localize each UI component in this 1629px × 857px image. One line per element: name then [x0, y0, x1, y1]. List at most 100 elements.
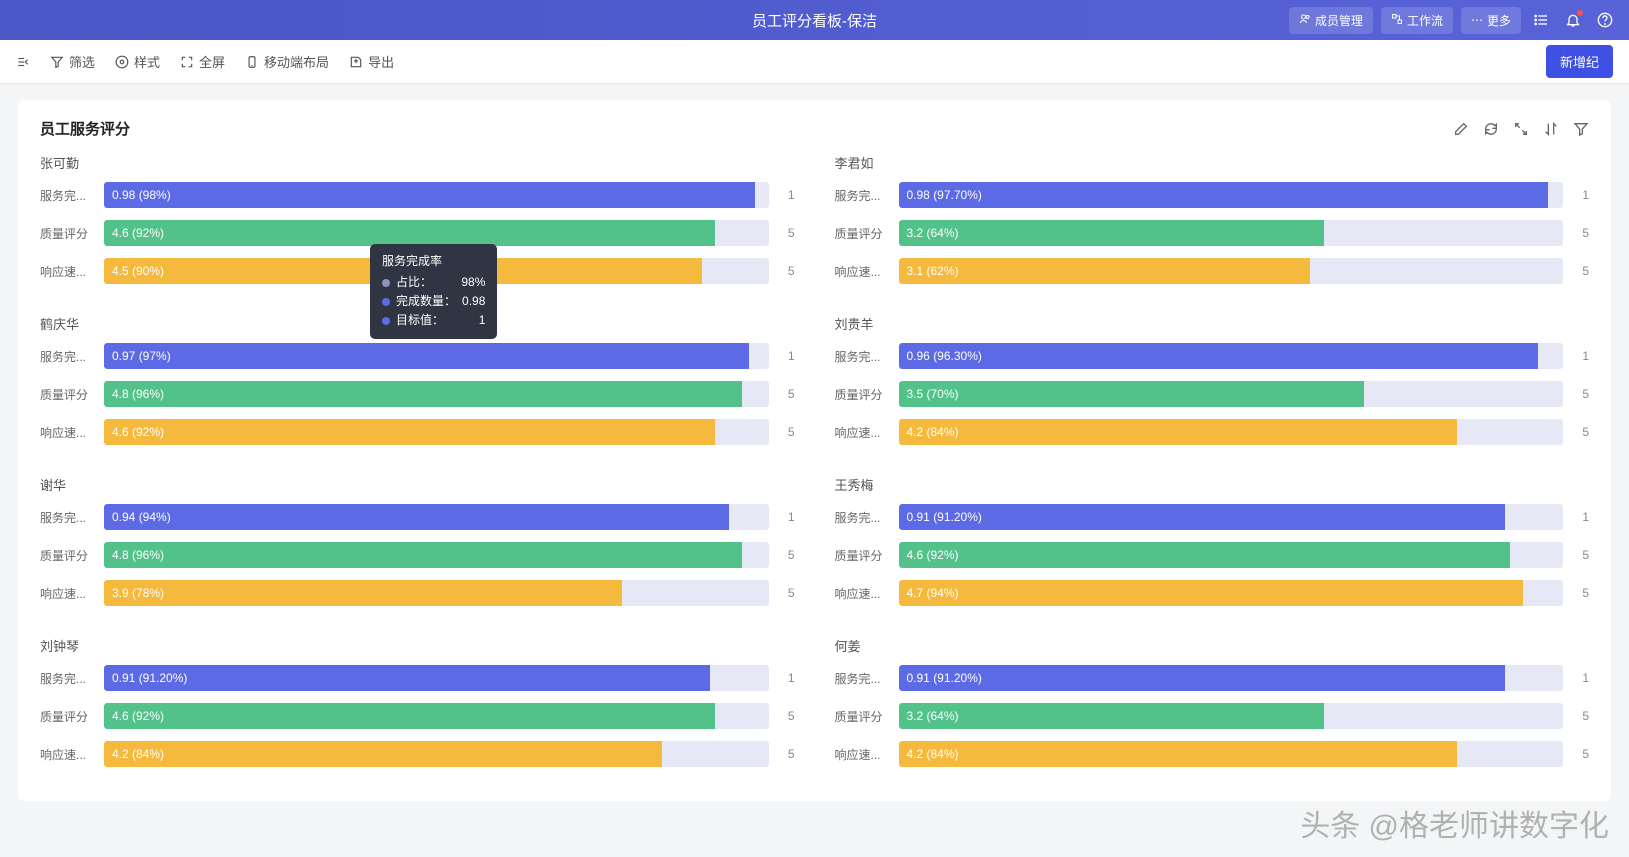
workflow-button[interactable]: 工作流: [1381, 7, 1453, 34]
bar-fill: 0.91 (91.20%): [104, 665, 710, 691]
bar-track[interactable]: 0.98 (98%): [104, 182, 769, 208]
bar-track[interactable]: 4.6 (92%): [104, 703, 769, 729]
bar-fill: 3.1 (62%): [899, 258, 1311, 284]
members-button[interactable]: 成员管理: [1289, 7, 1373, 34]
metric-label: 响应速...: [835, 585, 891, 602]
metric-row: 质量评分 3.2 (64%) 5: [835, 703, 1590, 729]
metric-row: 质量评分3.2 (64%)5: [835, 220, 1590, 246]
chart-grid: 张可勤服务完...0.98 (98%)1质量评分4.6 (92%)5响应速...…: [40, 153, 1589, 779]
metric-row: 响应速...4.2 (84%)5: [40, 741, 795, 767]
tooltip-label: 完成数量：: [396, 292, 456, 311]
employee-block: 何姜服务完...0.91 (91.20%)1质量评分3.2 (64%)5响应速.…: [835, 636, 1590, 779]
bar-fill: 4.6 (92%): [899, 542, 1510, 568]
metric-row: 质量评分4.8 (96%)5: [40, 542, 795, 568]
bar-track[interactable]: 4.2 (84%): [104, 741, 769, 767]
export-button[interactable]: 导出: [349, 52, 394, 71]
panel-actions: [1453, 121, 1589, 137]
help-icon[interactable]: [1593, 8, 1617, 32]
metric-label: 服务完...: [40, 509, 96, 526]
list-icon[interactable]: [1529, 8, 1553, 32]
more-icon: ⋯: [1471, 13, 1483, 27]
bar-fill: 0.91 (91.20%): [899, 665, 1505, 691]
metric-label: 响应速...: [835, 746, 891, 763]
bar-fill: 0.98 (98%): [104, 182, 755, 208]
bar-fill: 4.2 (84%): [104, 741, 662, 767]
metric-label: 服务完...: [835, 509, 891, 526]
bar-track[interactable]: 0.91 (91.20%): [899, 504, 1564, 530]
bar-fill: 3.2 (64%): [899, 220, 1324, 246]
metric-label: 响应速...: [835, 424, 891, 441]
metric-row: 质量评分4.6 (92%)5: [40, 703, 795, 729]
bar-track[interactable]: 4.6 (92%): [899, 542, 1564, 568]
bell-icon[interactable]: [1561, 8, 1585, 32]
metric-row: 响应速...3.9 (78%)5: [40, 580, 795, 606]
bar-track[interactable]: 4.2 (84%): [899, 741, 1564, 767]
metric-max: 5: [1571, 226, 1589, 240]
bar-fill: 0.96 (96.30%): [899, 343, 1539, 369]
style-button[interactable]: 样式: [115, 52, 160, 71]
bar-track[interactable]: 3.2 (64%): [899, 220, 1564, 246]
filter-button[interactable]: 筛选: [50, 52, 95, 71]
bar-track[interactable]: 3.9 (78%): [104, 580, 769, 606]
page-title: 员工评分看板-保洁: [752, 10, 877, 31]
employee-name: 何姜: [835, 636, 1590, 655]
bar-track[interactable]: 0.97 (97%): [104, 343, 769, 369]
metric-row: 响应速...4.7 (94%)5: [835, 580, 1590, 606]
tooltip-label: 目标值：: [396, 311, 444, 330]
bar-track[interactable]: 3.1 (62%): [899, 258, 1564, 284]
tooltip-dot-icon: [382, 298, 390, 306]
bar-fill: 3.2 (64%): [899, 703, 1324, 729]
metric-max: 5: [1571, 709, 1589, 723]
fullscreen-button[interactable]: 全屏: [180, 52, 225, 71]
metric-label: 服务完...: [40, 348, 96, 365]
metric-max: 5: [777, 264, 795, 278]
more-button[interactable]: ⋯ 更多: [1461, 7, 1521, 34]
expand-icon[interactable]: [1513, 121, 1529, 137]
metric-label: 响应速...: [835, 263, 891, 280]
bar-track[interactable]: 4.8 (96%): [104, 381, 769, 407]
sort-icon[interactable]: [1543, 121, 1559, 137]
bar-track[interactable]: 4.2 (84%): [899, 419, 1564, 445]
bar-track[interactable]: 3.2 (64%): [899, 703, 1564, 729]
metric-row: 服务完... 0.96 (96.30%) 1: [835, 343, 1590, 369]
metric-max: 1: [777, 188, 795, 202]
bar-track[interactable]: 0.96 (96.30%): [899, 343, 1564, 369]
bar-track[interactable]: 0.91 (91.20%): [899, 665, 1564, 691]
bar-fill: 4.6 (92%): [104, 220, 715, 246]
metric-row: 服务完...0.91 (91.20%)1: [40, 665, 795, 691]
metric-row: 响应速...3.1 (62%)5: [835, 258, 1590, 284]
collapse-toggle[interactable]: [16, 55, 30, 69]
new-record-button[interactable]: 新增纪: [1546, 45, 1613, 78]
bar-track[interactable]: 0.98 (97.70%): [899, 182, 1564, 208]
bar-track[interactable]: 4.8 (96%): [104, 542, 769, 568]
mobile-layout-button[interactable]: 移动端布局: [245, 52, 329, 71]
metric-label: 质量评分: [40, 386, 96, 403]
bar-track[interactable]: 4.6 (92%): [104, 419, 769, 445]
bar-fill: 0.94 (94%): [104, 504, 729, 530]
bar-fill: 3.9 (78%): [104, 580, 622, 606]
edit-icon[interactable]: [1453, 121, 1469, 137]
bar-track[interactable]: 0.91 (91.20%): [104, 665, 769, 691]
refresh-icon[interactable]: [1483, 121, 1499, 137]
bar-track[interactable]: 4.7 (94%): [899, 580, 1564, 606]
tooltip-row: 完成数量：0.98: [382, 292, 485, 311]
bar-track[interactable]: 0.94 (94%): [104, 504, 769, 530]
metric-max: 1: [777, 671, 795, 685]
metric-row: 服务完...0.94 (94%)1: [40, 504, 795, 530]
panel-filter-icon[interactable]: [1573, 121, 1589, 137]
bar-track[interactable]: 3.5 (70%): [899, 381, 1564, 407]
metric-max: 1: [1571, 349, 1589, 363]
bar-track[interactable]: 4.6 (92%): [104, 220, 769, 246]
bar-fill: 4.7 (94%): [899, 580, 1524, 606]
metric-label: 响应速...: [40, 585, 96, 602]
metric-max: 5: [777, 709, 795, 723]
metric-label: 响应速...: [40, 424, 96, 441]
tooltip-title: 服务完成率: [382, 252, 485, 269]
bar-fill: 4.8 (96%): [104, 542, 742, 568]
metric-max: 1: [1571, 510, 1589, 524]
employee-block: 刘贵羊服务完...0.96 (96.30%)1质量评分3.5 (70%)5响应速…: [835, 314, 1590, 457]
metric-label: 服务完...: [835, 348, 891, 365]
bar-fill: 3.5 (70%): [899, 381, 1364, 407]
workflow-icon: [1391, 13, 1403, 28]
metric-label: 质量评分: [835, 708, 891, 725]
